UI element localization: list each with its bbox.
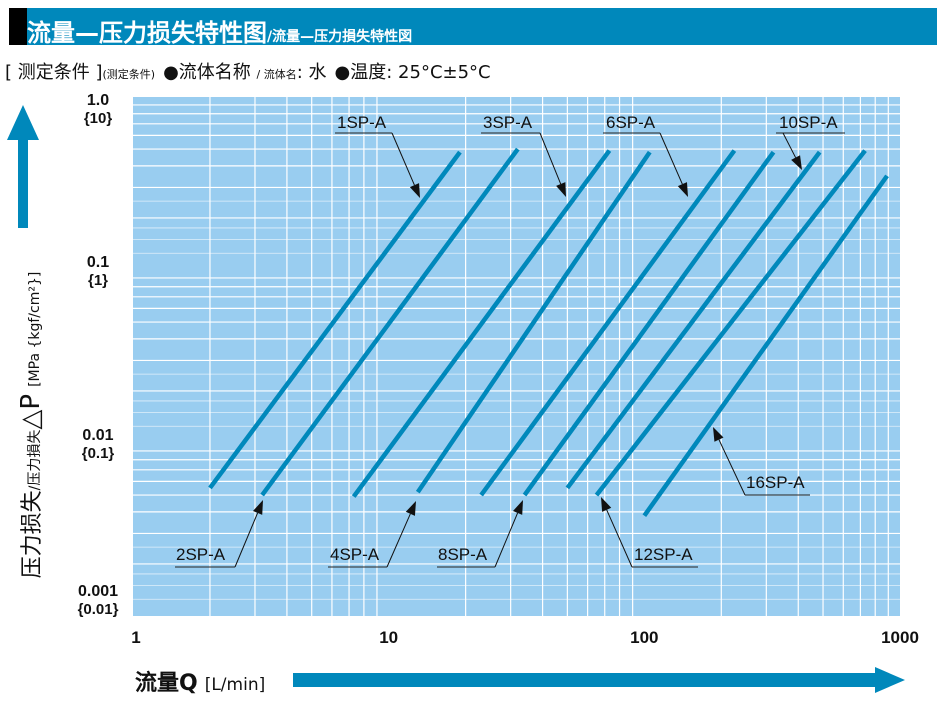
series-labels: 1SP-A 2SP-A 3SP-A 4SP-A 6SP-A 8SP-A 10SP-A 12SP… (175, 113, 845, 568)
title-subtitle: /流量—压力損失特性図 (267, 29, 413, 45)
series-label: 3SP-A (483, 113, 533, 132)
x-tick-label: 1 (131, 628, 140, 647)
series-line-6sp-a (479, 149, 737, 497)
series-line-2sp-a (260, 147, 520, 497)
x-axis-unit: [L/min] (204, 675, 266, 695)
series-line-3sp-a (351, 149, 612, 498)
fluid-label-small: / 流体名 (256, 68, 297, 81)
series-line-1sp-a (208, 150, 462, 490)
x-axis-title: 流量Q (135, 671, 198, 696)
leader-line (782, 132, 797, 158)
series-label: 16SP-A (746, 473, 805, 492)
fluid-label: ●流体名称 (163, 62, 251, 83)
series-line-10sp-a (565, 150, 822, 490)
arrowhead-icon (512, 500, 523, 515)
series-label: 4SP-A (330, 545, 380, 564)
y-axis-symbol: △P (16, 393, 46, 430)
x-axis-arrow-icon (293, 667, 905, 693)
leader-line (391, 132, 415, 186)
tick-labels: 1 10 100 1000 1.0{10} 0.1{1} 0.01{0.1} 0.001{0.… (78, 92, 919, 647)
series-label: 10SP-A (779, 113, 838, 132)
y-tick-alt-label: {1} (88, 272, 108, 289)
temp-label: ●温度 (334, 62, 387, 83)
x-axis-label: 流量Q [L/min] (135, 665, 265, 697)
arrowhead-icon (409, 183, 420, 198)
y-axis-arrow-icon (7, 105, 39, 228)
measurement-conditions: [ 测定条件 ](测定条件) ●流体名称 / 流体名: 水 ●温度: 25°C±5°… (5, 58, 491, 84)
conditions-label-small: (测定条件) (102, 68, 156, 81)
conditions-label: [ 测定条件 ] (5, 62, 103, 83)
x-tick-label: 1000 (881, 628, 919, 647)
leader-line (386, 513, 411, 568)
series-line-8sp-a (522, 150, 776, 497)
title-text: 流量—压力损失特性图 (27, 19, 267, 47)
grid (133, 97, 900, 616)
arrowhead-icon (677, 182, 688, 197)
y-tick-label: 0.1 (87, 254, 109, 271)
series-label: 6SP-A (606, 113, 656, 132)
x-tick-label: 10 (379, 628, 398, 647)
leader-line (494, 512, 519, 568)
plot-area (133, 97, 900, 616)
series-label: 2SP-A (176, 545, 226, 564)
arrowhead-icon (252, 500, 263, 515)
y-tick-alt-label: {0.01} (78, 601, 119, 618)
series-group (208, 147, 889, 518)
series-label: 12SP-A (634, 545, 693, 564)
page-title: 流量—压力损失特性图/流量—压力損失特性図 (27, 13, 412, 48)
y-tick-label: 0.001 (78, 583, 118, 600)
y-tick-alt-label: {0.1} (82, 445, 115, 462)
y-axis-label: 压力损失/压力損失△P [MPa {kgf/cm²}] (14, 272, 46, 579)
leader-line (539, 132, 562, 185)
series-line-4sp-a (415, 150, 652, 494)
series-label: 8SP-A (438, 545, 488, 564)
y-tick-label: 0.01 (82, 427, 113, 444)
y-tick-label: 1.0 (87, 92, 109, 109)
temp-value: : 25°C±5°C (386, 62, 491, 83)
series-line-16sp-a (642, 174, 889, 518)
arrowhead-icon (405, 501, 416, 516)
leader-line (718, 439, 746, 496)
fluid-value: : 水 (296, 62, 327, 83)
arrowhead-icon (791, 155, 802, 170)
arrowhead-icon (556, 182, 566, 197)
y-axis-title-small: /压力損失 (27, 429, 43, 491)
leader-line (659, 132, 683, 185)
series-label: 1SP-A (337, 113, 387, 132)
y-axis-unit: [MPa {kgf/cm²}] (27, 271, 43, 387)
arrowhead-icon (601, 497, 612, 512)
leader-line (234, 512, 259, 568)
header-bar: 流量—压力损失特性图/流量—压力損失特性図 (27, 8, 937, 48)
x-tick-label: 100 (630, 628, 658, 647)
y-axis-title: 压力损失 (20, 490, 45, 579)
y-tick-alt-label: {10} (84, 110, 113, 127)
arrowhead-icon (713, 427, 724, 442)
series-line-12sp-a (594, 149, 867, 497)
header-marker (9, 8, 27, 45)
leader-line (606, 509, 633, 568)
